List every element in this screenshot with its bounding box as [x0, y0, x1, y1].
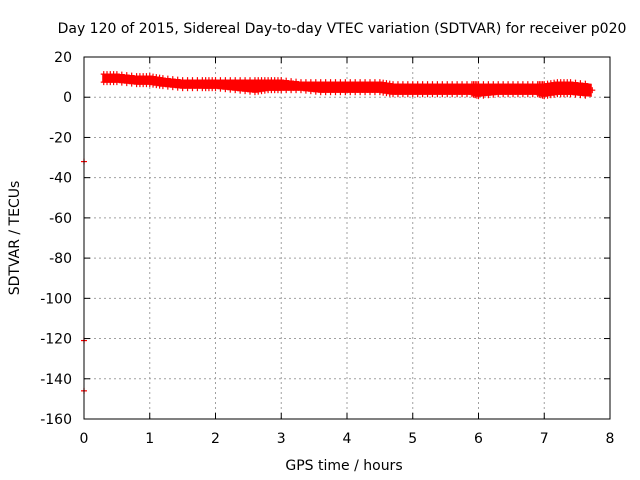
y-axis-label: SDTVAR / TECUs [7, 181, 23, 296]
x-tick-label: 3 [277, 431, 286, 447]
axis-ticks: 0 1 2 3 4 5 6 7 8 -160 -140 -120 -100 -80 -60 -40 -20 0 20 [40, 50, 614, 447]
y-tick-label: -160 [40, 412, 72, 428]
data-point [589, 87, 596, 94]
grid [84, 57, 610, 419]
x-tick-label: 2 [211, 431, 220, 447]
y-tick-label: 20 [54, 50, 72, 66]
x-tick-label: 1 [145, 431, 154, 447]
y-tick-label: -80 [49, 251, 72, 267]
y-tick-label: -20 [49, 130, 72, 146]
x-tick-label: 6 [474, 431, 483, 447]
x-tick-label: 7 [540, 431, 549, 447]
data-series [81, 71, 596, 394]
x-tick-label: 5 [408, 431, 417, 447]
y-tick-label: -40 [49, 171, 72, 187]
x-axis-label: GPS time / hours [285, 458, 402, 474]
data-point [582, 92, 589, 99]
x-tick-label: 8 [606, 431, 615, 447]
y-tick-label: -60 [49, 211, 72, 227]
y-tick-label: -100 [40, 291, 72, 307]
y-tick-label: -120 [40, 332, 72, 348]
y-tick-label: -140 [40, 372, 72, 388]
y-tick-label: 0 [63, 90, 72, 106]
chart-title: Day 120 of 2015, Sidereal Day-to-day VTE… [58, 21, 627, 37]
data-point [582, 80, 589, 87]
x-tick-label: 4 [343, 431, 352, 447]
x-tick-label: 0 [80, 431, 89, 447]
